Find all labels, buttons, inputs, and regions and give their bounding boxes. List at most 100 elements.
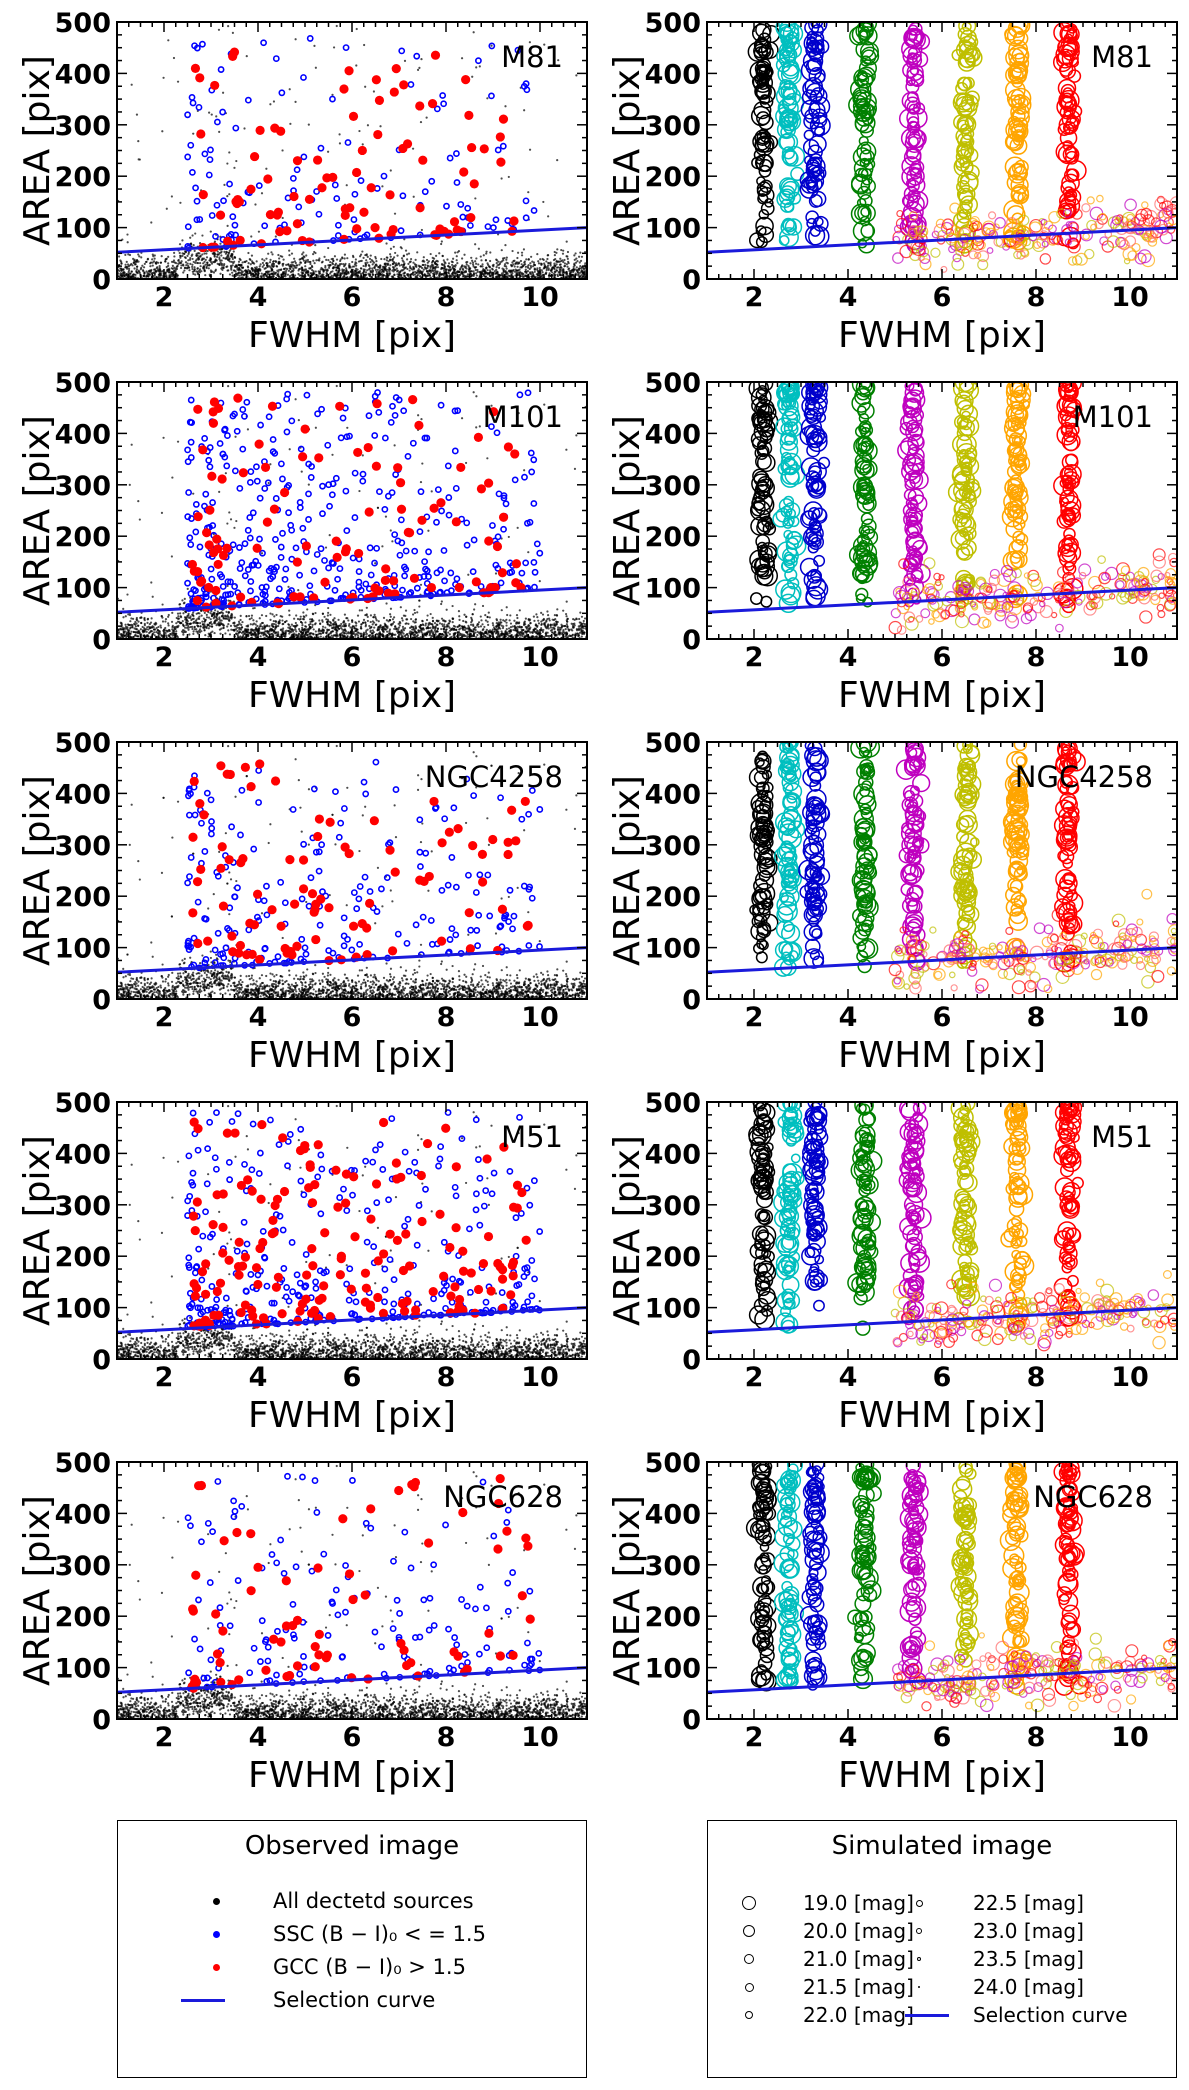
all-source-point [386, 630, 389, 633]
all-source-point [528, 148, 532, 151]
ssc-point [522, 197, 530, 205]
all-source-point [558, 268, 561, 271]
all-source-point [366, 124, 370, 127]
gcc-point [496, 157, 506, 167]
all-source-point [319, 275, 322, 278]
all-source-point [213, 260, 216, 264]
all-source-point [240, 272, 243, 276]
all-source-point [151, 258, 154, 261]
sim-faint-point [1115, 222, 1128, 235]
all-source-point [452, 274, 455, 277]
all-source-point [466, 273, 469, 276]
all-source-point [295, 630, 298, 633]
all-source-point [518, 261, 521, 264]
all-source-point [221, 91, 225, 94]
all-source-point [318, 272, 321, 275]
all-source-point [348, 276, 351, 279]
sim-point [1013, 159, 1029, 175]
all-source-point [555, 269, 559, 272]
all-source-point [482, 254, 485, 257]
all-source-point [531, 271, 534, 274]
all-source-point [348, 263, 351, 266]
sim-faint-point [1149, 225, 1164, 239]
all-source-point [427, 265, 430, 268]
sim-faint-point [1165, 203, 1177, 218]
all-source-point [453, 276, 456, 279]
all-source-point [546, 257, 549, 261]
sim-faint-point [1141, 201, 1149, 209]
all-source-point [196, 267, 199, 270]
gcc-point [469, 179, 479, 189]
all-source-point [199, 622, 202, 625]
gcc-point [399, 80, 409, 90]
galaxy-label: M81 [501, 40, 563, 74]
ssc-point [439, 92, 447, 99]
all-source-point [329, 260, 332, 264]
all-source-point [474, 628, 477, 632]
sim-point [901, 166, 923, 188]
all-source-point [177, 262, 180, 265]
all-source-point [500, 274, 504, 277]
all-source-point [555, 251, 558, 254]
all-source-point [236, 626, 239, 629]
all-source-point [381, 270, 385, 273]
all-source-point [138, 518, 141, 521]
ssc-point [201, 150, 209, 158]
all-source-point [469, 270, 472, 273]
all-source-point [414, 273, 417, 276]
ssc-point [350, 216, 358, 223]
ssc-point [484, 223, 492, 231]
all-source-point [389, 259, 392, 262]
all-source-point [214, 269, 217, 272]
sim-faint-point [1032, 238, 1046, 253]
all-source-point [563, 258, 566, 262]
all-source-point [373, 626, 376, 629]
all-source-point [366, 255, 369, 258]
all-source-point [313, 262, 316, 265]
all-source-point [124, 615, 127, 618]
all-source-point [407, 252, 411, 255]
all-source-point [579, 259, 583, 262]
all-source-point [518, 271, 522, 274]
all-source-point [198, 271, 201, 274]
all-source-point [370, 276, 373, 279]
all-source-point [132, 273, 135, 276]
all-source-point [451, 621, 454, 624]
all-source-point [122, 607, 125, 610]
all-source-point [518, 268, 521, 271]
all-source-point [516, 269, 519, 272]
all-source-point [314, 66, 317, 69]
all-source-point [503, 263, 507, 266]
all-source-point [388, 270, 391, 273]
all-source-point [425, 618, 429, 622]
all-source-point [269, 103, 272, 106]
sim-point [857, 203, 876, 223]
all-source-point [414, 270, 417, 274]
gcc-point [418, 155, 428, 165]
all-source-point [276, 631, 280, 634]
all-source-point [402, 254, 406, 257]
all-source-point [143, 274, 146, 277]
all-source-point [490, 271, 493, 274]
all-source-point [478, 65, 481, 68]
ssc-point [489, 224, 497, 232]
all-source-point [241, 270, 245, 273]
all-source-point [338, 264, 341, 267]
all-source-point [277, 624, 280, 628]
sim-point [1061, 42, 1080, 61]
y-tick-label: 300 [645, 111, 701, 142]
all-source-point [229, 264, 233, 267]
sim-point [961, 127, 975, 141]
all-source-point [553, 253, 556, 257]
all-source-point [458, 274, 461, 277]
all-source-point [480, 619, 483, 622]
all-source-point [226, 265, 229, 268]
gcc-point [371, 75, 381, 85]
all-source-point [168, 274, 171, 278]
all-source-point [237, 271, 241, 274]
sim-faint-point [993, 237, 1004, 247]
all-source-point [374, 562, 377, 565]
all-source-point [366, 615, 369, 618]
all-source-point [127, 253, 130, 256]
all-source-point [562, 260, 565, 264]
